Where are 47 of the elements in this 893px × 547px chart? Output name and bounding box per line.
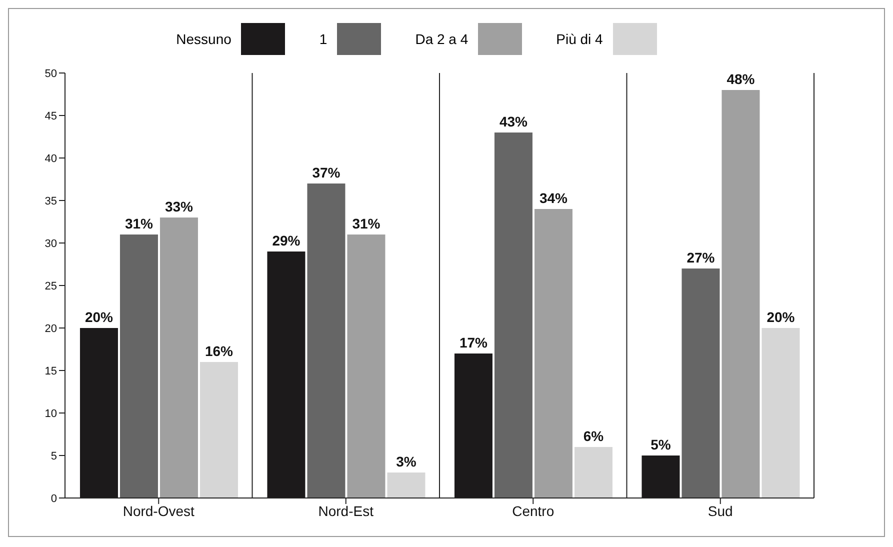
x-tick-label: Nord-Ovest — [122, 502, 195, 519]
y-tick-label: 20 — [44, 322, 57, 335]
y-tick-label: 35 — [44, 195, 57, 208]
data-label: 29% — [272, 232, 301, 248]
bar — [160, 218, 198, 498]
data-label: 17% — [459, 334, 488, 350]
data-label: 20% — [84, 309, 114, 325]
legend-label: Più di 4 — [556, 31, 603, 47]
data-label: 34% — [539, 190, 568, 206]
legend-label: Nessuno — [176, 31, 232, 47]
data-label: 37% — [312, 164, 341, 180]
data-label: 20% — [766, 309, 796, 325]
bar — [387, 472, 426, 498]
data-label: 6% — [583, 428, 604, 444]
data-label: 31% — [124, 216, 154, 232]
data-label: 3% — [396, 454, 417, 470]
y-tick-label: 50 — [44, 68, 57, 80]
bar — [574, 447, 612, 498]
bar — [347, 234, 386, 498]
bar — [494, 132, 532, 498]
bar — [534, 209, 572, 498]
data-label: 48% — [726, 71, 756, 87]
y-tick-label: 10 — [44, 408, 57, 420]
legend-label: Da 2 a 4 — [415, 31, 468, 47]
data-label: 43% — [499, 114, 528, 130]
data-label: 5% — [650, 436, 672, 452]
y-tick-label: 15 — [44, 365, 57, 378]
x-tick-label: Centro — [512, 502, 554, 519]
bar — [120, 234, 158, 498]
data-label: 33% — [164, 198, 194, 214]
bar — [307, 184, 346, 498]
y-tick-label: 40 — [44, 152, 57, 165]
bar — [722, 90, 760, 498]
y-tick-label: 25 — [44, 280, 57, 292]
y-tick-label: 0 — [50, 492, 57, 505]
x-tick-label: Sud — [708, 502, 733, 519]
y-tick-label: 30 — [44, 238, 57, 250]
legend-label: 1 — [319, 31, 328, 47]
data-label: 31% — [352, 216, 381, 232]
y-tick-label: 45 — [44, 110, 57, 122]
bar — [762, 328, 800, 498]
y-tick-label: 5 — [50, 450, 57, 462]
bar — [200, 362, 238, 498]
data-label: 16% — [204, 343, 234, 359]
x-tick-label: Nord-Est — [318, 502, 374, 519]
data-label: 27% — [686, 250, 716, 266]
bar — [682, 268, 720, 498]
